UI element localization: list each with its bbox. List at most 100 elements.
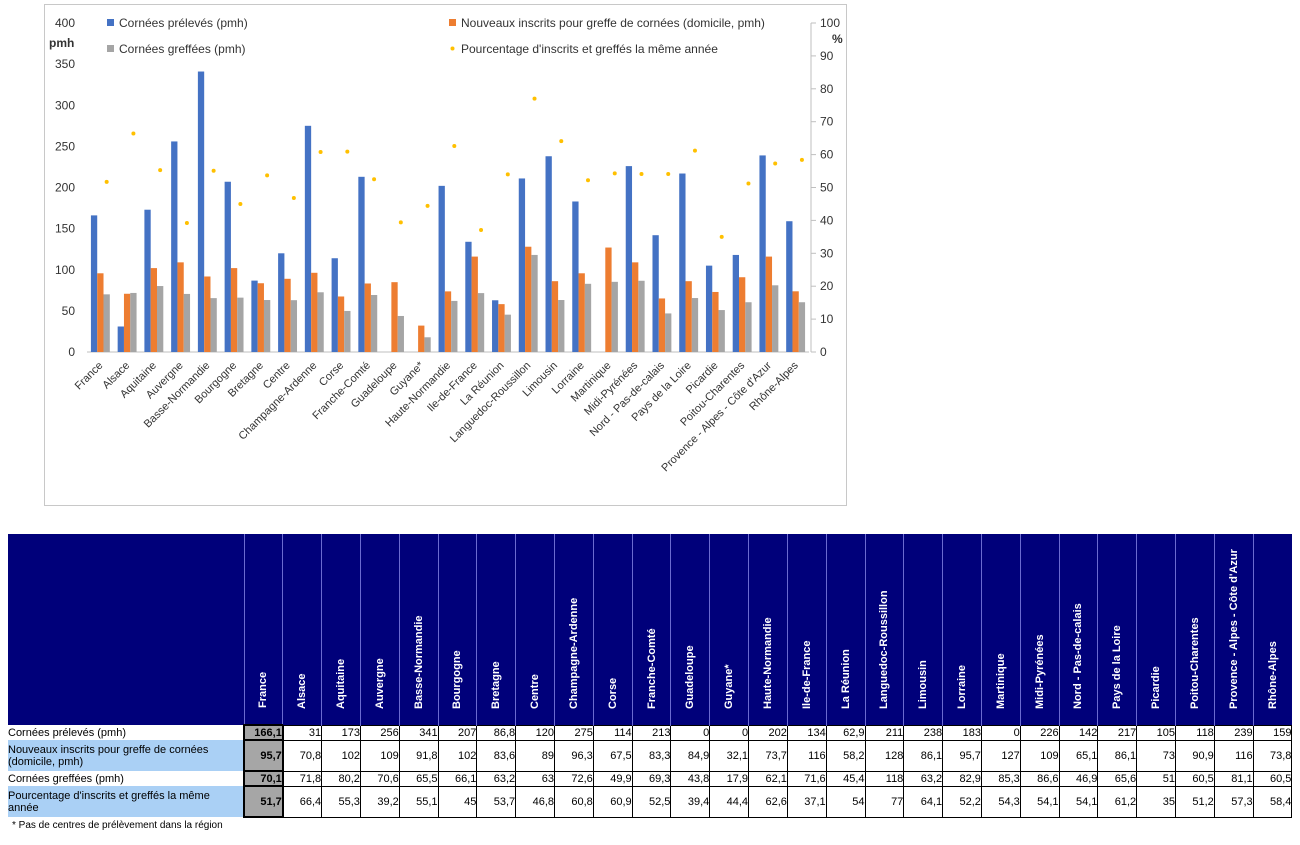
table-cell: 275 xyxy=(554,724,594,741)
column-header-label: Nord - Pas-de-calais xyxy=(1072,602,1085,709)
bar xyxy=(358,176,365,352)
point xyxy=(372,177,377,182)
point xyxy=(452,144,457,149)
y2-tick-label: 100 xyxy=(820,16,840,30)
bar xyxy=(712,291,719,352)
bar xyxy=(665,313,672,352)
table-cell: 207 xyxy=(437,724,478,741)
column-header-label: Poitou-Charentes xyxy=(1188,616,1201,709)
table-cell: 341 xyxy=(398,724,439,741)
bar xyxy=(611,281,618,352)
table-cell: 83,6 xyxy=(476,739,517,772)
column-header: Haute-Normandie xyxy=(748,534,788,725)
footnote: * Pas de centres de prélèvement dans la … xyxy=(12,820,223,831)
column-header-label: Franche-Comté xyxy=(645,627,658,709)
column-header-label: Ile-de-France xyxy=(800,640,813,709)
france-cell: 70,1 xyxy=(243,770,284,787)
bar xyxy=(772,285,779,352)
table-cell: 127 xyxy=(980,739,1021,772)
table-cell: 65,5 xyxy=(398,770,439,787)
column-header: Alsace xyxy=(282,534,322,725)
y-tick-label: 50 xyxy=(62,304,76,318)
point xyxy=(719,234,724,239)
table-cell: 159 xyxy=(1252,724,1293,741)
table-cell: 84,9 xyxy=(670,739,711,772)
bar xyxy=(605,247,612,352)
bar xyxy=(578,273,585,352)
data-table: France Alsace Aquitaine Auvergne Basse-Norma… xyxy=(8,534,1293,818)
y2-tick-label: 40 xyxy=(820,213,834,227)
y2-tick-label: 0 xyxy=(820,345,827,359)
bar xyxy=(418,325,425,352)
point xyxy=(586,178,591,183)
table-cell: 109 xyxy=(359,739,400,772)
bar xyxy=(551,281,559,352)
column-header: Champagne-Ardenne xyxy=(554,534,594,725)
bar xyxy=(103,294,110,352)
bar xyxy=(685,281,692,352)
table-cell: 86,1 xyxy=(903,739,944,772)
column-header-label: Haute-Normandie xyxy=(761,616,774,709)
row-label: Cornées greffées (pmh) xyxy=(8,772,124,785)
table-cell: 46,9 xyxy=(1058,770,1099,787)
y2-tick-label: 70 xyxy=(820,115,834,129)
column-header-label: Aquitaine xyxy=(335,658,348,709)
bar xyxy=(451,300,458,352)
point xyxy=(612,171,617,176)
bar xyxy=(424,337,431,352)
column-header: Aquitaine xyxy=(321,534,361,725)
table-cell: 114 xyxy=(592,724,633,741)
table-cell: 173 xyxy=(321,724,361,741)
y2-tick-label: 20 xyxy=(820,279,834,293)
bar xyxy=(177,262,184,352)
table-cell: 52,2 xyxy=(942,785,982,818)
bar xyxy=(157,286,164,352)
table-cell: 83,3 xyxy=(631,739,672,772)
row-label: Cornées prélevés (pmh) xyxy=(8,726,126,739)
table-row: Cornées greffées (pmh) 70,1 71,8 80,2 70,6 65… xyxy=(8,770,1293,787)
column-header: Auvergne xyxy=(359,534,400,725)
table-header-row: France Alsace Aquitaine Auvergne Basse-Norma… xyxy=(8,534,1292,725)
bar xyxy=(344,310,351,352)
point xyxy=(692,148,697,153)
y-axis-label: pmh xyxy=(49,36,74,50)
table-cell: 238 xyxy=(903,724,944,741)
bar xyxy=(786,221,793,352)
table-cell: 102 xyxy=(321,739,361,772)
y2-tick-label: 60 xyxy=(820,148,834,162)
bar xyxy=(638,280,645,352)
bar xyxy=(558,300,565,352)
point xyxy=(532,96,537,101)
table-cell: 81,1 xyxy=(1213,770,1254,787)
bar xyxy=(317,292,324,352)
table-cell: 82,9 xyxy=(942,770,982,787)
table-cell: 51 xyxy=(1136,770,1176,787)
table-cell: 0 xyxy=(709,724,750,741)
column-header-label: Guyane* xyxy=(723,663,736,709)
bar xyxy=(705,265,713,352)
column-header: Limousin xyxy=(903,534,943,725)
table-cell: 70,6 xyxy=(359,770,400,787)
bar xyxy=(652,235,659,352)
point xyxy=(398,220,403,225)
table-cell: 202 xyxy=(748,724,788,741)
y2-axis-label: % xyxy=(832,32,843,46)
table-cell: 39,2 xyxy=(359,785,400,818)
bar xyxy=(718,310,725,352)
table-cell: 77 xyxy=(864,785,905,818)
table-cell: 70,8 xyxy=(282,739,323,772)
table-cell: 116 xyxy=(786,739,827,772)
table-cell: 43,8 xyxy=(670,770,711,787)
table-cell: 64,1 xyxy=(903,785,944,818)
table-cell: 54,3 xyxy=(980,785,1021,818)
table-cell: 67,5 xyxy=(592,739,633,772)
point xyxy=(639,172,644,177)
table-cell: 55,3 xyxy=(321,785,361,818)
bar xyxy=(117,326,124,352)
table-cell: 217 xyxy=(1097,724,1138,741)
y2-tick-label: 30 xyxy=(820,246,834,260)
bar xyxy=(150,268,158,352)
column-header: La Réunion xyxy=(825,534,865,725)
column-header-label: Guadeloupe xyxy=(684,644,697,709)
point xyxy=(746,181,751,186)
